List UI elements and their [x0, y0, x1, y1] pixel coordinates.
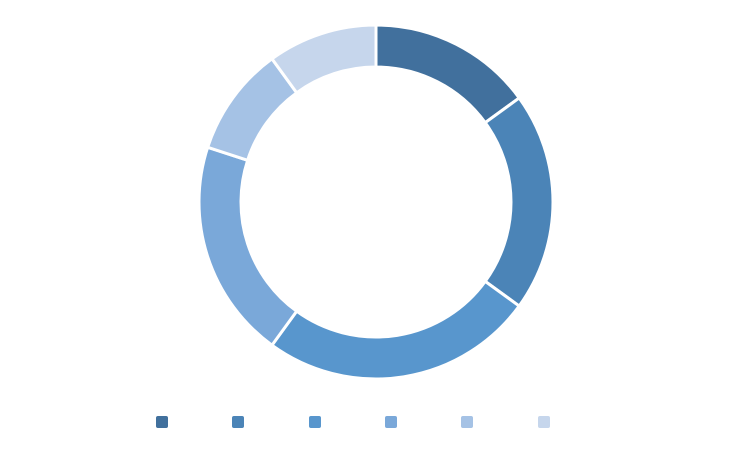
legend-item-5: Series 5	[461, 416, 520, 428]
legend-item-1: Series 1	[155, 416, 215, 428]
legend-swatch-6	[537, 416, 550, 428]
legend-label-3: Series 3	[326, 416, 367, 428]
legend-swatch-5	[461, 416, 474, 428]
legend-label-1: Series 1	[173, 416, 215, 428]
donut-slice-1	[374, 23, 522, 125]
donut-slice-2	[483, 95, 555, 309]
legend-swatch-2	[232, 416, 245, 428]
legend-label-2: Series 2	[250, 416, 291, 428]
legend-item-4: Series 4	[385, 416, 443, 428]
legend-swatch-3	[308, 416, 321, 428]
legend-swatch-1	[155, 416, 168, 428]
legend-item-6: Series 6	[537, 416, 597, 428]
legend-label-6: Series 6	[555, 416, 597, 428]
legend-item-2: Series 2	[232, 416, 291, 428]
legend-swatch-4	[385, 416, 397, 428]
legend-item-3: Series 3	[308, 416, 367, 428]
legend-label-4: Series 4	[403, 416, 444, 428]
legend-label-5: Series 5	[479, 416, 520, 428]
donut-slice-4	[197, 145, 299, 348]
donut-slice-3	[269, 279, 522, 381]
donut-chart	[197, 23, 555, 381]
donut-slice-6	[269, 23, 378, 95]
chart-legend: Series 1 Series 2 Series 3 Series 4 Series 5…	[0, 408, 752, 436]
